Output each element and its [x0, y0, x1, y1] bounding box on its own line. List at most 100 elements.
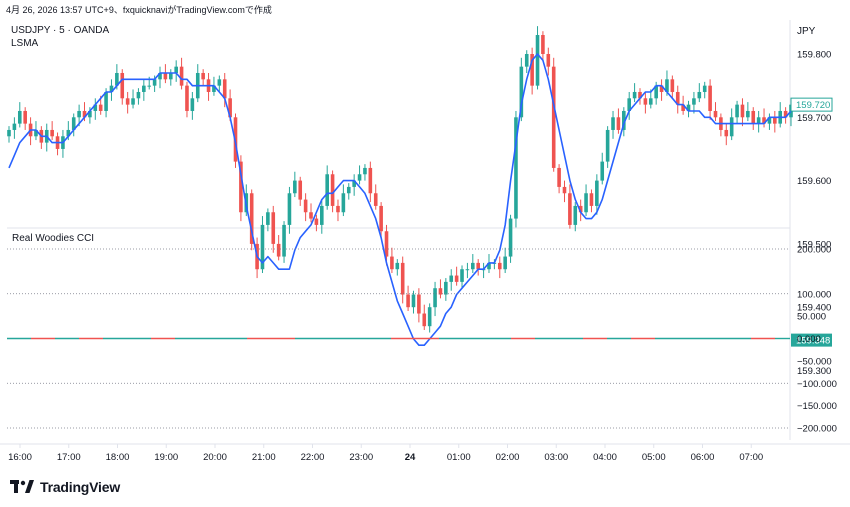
low-price-label: 159.348: [796, 336, 830, 347]
candle-body: [368, 167, 373, 194]
lsma-series: [8, 53, 792, 347]
candle-body: [357, 174, 362, 181]
candle-body: [50, 129, 54, 137]
candle-body: [411, 294, 416, 308]
time-tick-label: 01:00: [447, 452, 471, 463]
candle-body: [147, 85, 152, 87]
candle-body: [7, 129, 11, 137]
candle-body: [422, 313, 427, 327]
candle-body: [400, 262, 405, 295]
cci-tick-label: 100.000: [797, 289, 831, 300]
cci-tick-label: 200.000: [797, 245, 831, 256]
candle-body: [373, 193, 378, 206]
symbol-title[interactable]: USDJPY · 5 · OANDA: [11, 25, 110, 36]
candle-body: [767, 117, 772, 124]
time-tick-label: 19:00: [154, 452, 178, 463]
candle-body: [751, 110, 756, 124]
cci-tick-label: −50.000: [797, 356, 832, 367]
time-tick-label: 23:00: [349, 452, 373, 463]
candle-body: [88, 110, 92, 118]
candle-body: [643, 98, 648, 105]
candle-body: [266, 212, 270, 225]
cci-indicator-label[interactable]: Real Woodies CCI: [12, 233, 95, 244]
time-tick-label: 20:00: [203, 452, 227, 463]
candle-body: [568, 193, 572, 225]
candle-body: [120, 72, 125, 99]
candle-body: [222, 79, 227, 99]
currency-label: JPY: [797, 26, 816, 37]
candle-body: [217, 79, 222, 86]
lsma-line: [8, 53, 792, 347]
candle-body: [23, 110, 27, 124]
time-tick-label: 06:00: [691, 452, 715, 463]
candle-body: [632, 91, 637, 99]
cci-tick-label: −200.000: [797, 424, 837, 435]
candle-body: [460, 269, 464, 282]
candle-body: [573, 205, 578, 225]
candle-body: [735, 104, 739, 118]
candle-body: [503, 256, 507, 270]
candle-body: [444, 281, 448, 295]
candle-body: [535, 35, 540, 86]
candle-body: [589, 193, 594, 206]
cci-tick-label: 50.000: [797, 312, 826, 323]
created-by-line: 4月 26, 2026 13:57 UTC+9、fxquicknaviがTrad…: [6, 5, 272, 15]
candle-body: [508, 218, 513, 257]
price-tick-label: 159.500: [797, 239, 831, 250]
candle-body: [578, 205, 583, 213]
candle-body: [352, 180, 356, 187]
candle-body: [314, 218, 319, 225]
time-tick-label: 17:00: [57, 452, 81, 463]
tradingview-logo[interactable]: TradingView: [10, 478, 120, 496]
candle-body: [201, 72, 205, 80]
candle-body: [287, 193, 292, 225]
candle-body: [702, 85, 707, 92]
price-tick-label: 159.400: [797, 303, 831, 314]
candle-body: [514, 117, 518, 219]
price-tick-label: 159.700: [797, 113, 831, 124]
candle-body: [449, 275, 454, 282]
candle-body: [665, 79, 669, 92]
candle-body: [524, 54, 529, 67]
candle-body: [158, 72, 162, 80]
candle-body: [756, 117, 761, 124]
candle-body: [519, 66, 524, 118]
candle-body: [185, 85, 189, 111]
lsma-indicator-label[interactable]: LSMA: [11, 38, 39, 49]
price-tick-label: 159.300: [797, 366, 831, 377]
candle-body: [600, 161, 605, 181]
candle-body: [654, 85, 658, 99]
candle-body: [125, 98, 130, 105]
candle-body: [438, 288, 443, 295]
candle-body: [142, 85, 146, 92]
candle-body: [783, 110, 788, 118]
candle-body: [93, 104, 98, 111]
candle-body: [713, 110, 718, 118]
candle-body: [487, 262, 491, 270]
candle-body: [530, 54, 534, 86]
time-tick-label: 22:00: [301, 452, 325, 463]
candle-body: [239, 161, 243, 213]
candle-body: [773, 117, 777, 124]
time-tick-label: 18:00: [106, 452, 130, 463]
candle-body: [762, 117, 766, 124]
brand-name: TradingView: [40, 479, 121, 495]
price-tick-label: 159.600: [797, 176, 831, 187]
candle-body: [497, 262, 502, 270]
price-tick-label: 159.800: [797, 50, 831, 61]
time-axis: 16:00 17:00 18:00 19:00 20:00 21:00 22:00 23:00…: [8, 444, 763, 463]
candle-body: [675, 91, 680, 105]
candle-body: [303, 199, 308, 213]
candle-body: [670, 79, 675, 92]
candle-body: [611, 117, 615, 130]
candle-body: [325, 174, 329, 206]
candle-body: [395, 262, 400, 270]
candle-body: [163, 72, 168, 80]
candle-body: [66, 129, 71, 137]
candle-body: [152, 79, 157, 86]
candle-body: [136, 91, 141, 99]
candle-body: [546, 54, 551, 67]
candle-body: [465, 269, 470, 271]
